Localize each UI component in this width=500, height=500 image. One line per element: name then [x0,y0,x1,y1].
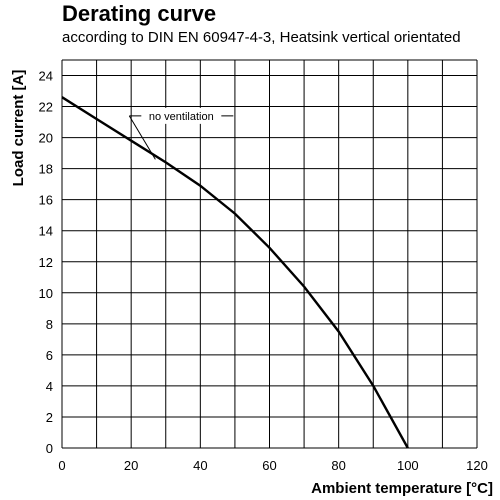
chart-subtitle: according to DIN EN 60947-4-3, Heatsink … [62,29,461,46]
x-tick-label: 40 [193,458,207,473]
annotation: no ventilation [128,107,234,160]
y-tick-label: 0 [46,441,53,456]
y-tick-label: 18 [39,162,53,177]
y-axis-label: Load current [A] [10,70,27,187]
x-tick-label: 0 [58,458,65,473]
x-tick-label: 120 [466,458,488,473]
y-tick-label: 20 [39,131,53,146]
y-tick-label: 22 [39,100,53,115]
y-tick-label: 10 [39,286,53,301]
grid-lines [61,59,478,449]
x-tick-labels: 0 20 40 60 80 100 120 [58,458,487,473]
x-tick-label: 20 [124,458,138,473]
y-tick-label: 4 [46,379,53,394]
y-tick-label: 16 [39,193,53,208]
y-tick-label: 8 [46,317,53,332]
y-tick-label: 14 [39,224,53,239]
y-tick-label: 2 [46,410,53,425]
annotation-label-bg [143,107,220,124]
y-tick-label: 6 [46,348,53,363]
y-tick-label: 24 [39,69,53,84]
x-tick-label: 60 [262,458,276,473]
x-axis-label: Ambient temperature [°C] [311,480,493,497]
annotation-pointer [128,115,156,160]
series-line [61,96,409,449]
annotation-label: no ventilation [149,111,214,123]
x-tick-label: 100 [397,458,419,473]
chart-title: Derating curve [62,1,217,26]
x-tick-label: 80 [331,458,345,473]
y-tick-label: 12 [39,255,53,270]
